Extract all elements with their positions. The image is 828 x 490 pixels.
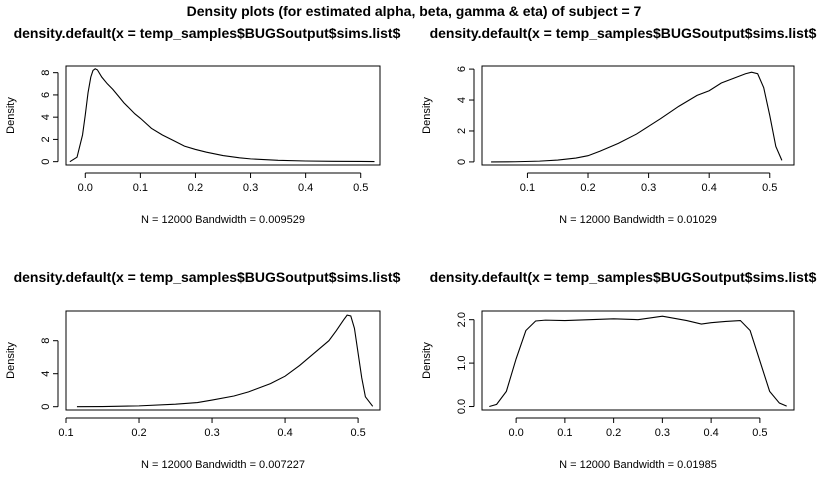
x-tick-label: 0.5 [353,182,368,194]
y-tick-label: 0.0 [456,399,468,414]
x-tick-label: 0.3 [641,182,656,194]
panel-3-title: density.default(x = temp_samples$BUGSout… [14,269,401,285]
density-curve [491,71,783,163]
x-axis-label: N = 12000 Bandwidth = 0.01985 [559,459,717,471]
plot-frame [65,310,381,411]
x-tick-label: 0.5 [752,427,767,439]
x-tick-label: 0.1 [58,427,73,439]
panel-3: density.default(x = temp_samples$BUGSout… [5,269,401,471]
panel-1-title: density.default(x = temp_samples$BUGSout… [14,25,401,41]
x-tick-label: 0.2 [131,427,146,439]
x-axis-label: N = 12000 Bandwidth = 0.007227 [141,459,305,471]
x-tick-label: 0.1 [557,427,572,439]
plot-frame [481,65,795,166]
x-axis-label: N = 12000 Bandwidth = 0.009529 [141,214,305,226]
x-tick-label: 0.4 [703,427,718,439]
y-axis-label: Density [421,97,433,134]
x-tick-label: 0.1 [133,182,148,194]
plot-frame [65,65,381,166]
x-tick-label: 0.2 [606,427,621,439]
x-tick-label: 0.3 [655,427,670,439]
y-tick-label: 2 [40,136,52,142]
x-tick-label: 0.1 [520,182,535,194]
y-axis-label: Density [421,342,433,379]
panel-1: density.default(x = temp_samples$BUGSout… [5,25,401,226]
y-axis-label: Density [5,342,17,379]
y-tick-label: 4 [40,371,52,377]
y-tick-label: 1.0 [456,355,468,370]
y-tick-label: 4 [40,114,52,120]
y-tick-label: 0 [456,159,468,165]
x-tick-label: 0.3 [243,182,258,194]
x-axis-label: N = 12000 Bandwidth = 0.01029 [559,214,717,226]
x-tick-label: 0.4 [277,427,292,439]
y-tick-label: 6 [40,92,52,98]
y-tick-label: 6 [456,66,468,72]
x-tick-label: 0.4 [702,182,717,194]
x-tick-label: 0.2 [580,182,595,194]
density-curve [76,314,374,408]
y-tick-label: 8 [40,338,52,344]
y-tick-label: 2.0 [456,312,468,327]
x-tick-label: 0.0 [78,182,93,194]
plot-frame [481,310,795,411]
y-tick-label: 4 [456,97,468,103]
figure-title: Density plots (for estimated alpha, beta… [187,3,642,19]
x-tick-label: 0.2 [188,182,203,194]
y-tick-label: 2 [456,128,468,134]
y-axis-label: Density [5,97,17,134]
x-tick-label: 0.5 [350,427,365,439]
x-tick-label: 0.4 [298,182,313,194]
x-tick-label: 0.5 [762,182,777,194]
panel-4: density.default(x = temp_samples$BUGSout… [421,269,817,471]
y-tick-label: 0 [40,159,52,165]
x-tick-label: 0.3 [204,427,219,439]
panel-2-title: density.default(x = temp_samples$BUGSout… [430,25,817,41]
density-curve [489,315,787,408]
y-tick-label: 8 [40,70,52,76]
panel-2: density.default(x = temp_samples$BUGSout… [421,25,817,226]
x-tick-label: 0.0 [508,427,523,439]
density-curve [69,68,375,163]
y-tick-label: 0 [40,404,52,410]
panel-4-title: density.default(x = temp_samples$BUGSout… [430,269,817,285]
panels-container: density.default(x = temp_samples$BUGSout… [5,25,817,471]
